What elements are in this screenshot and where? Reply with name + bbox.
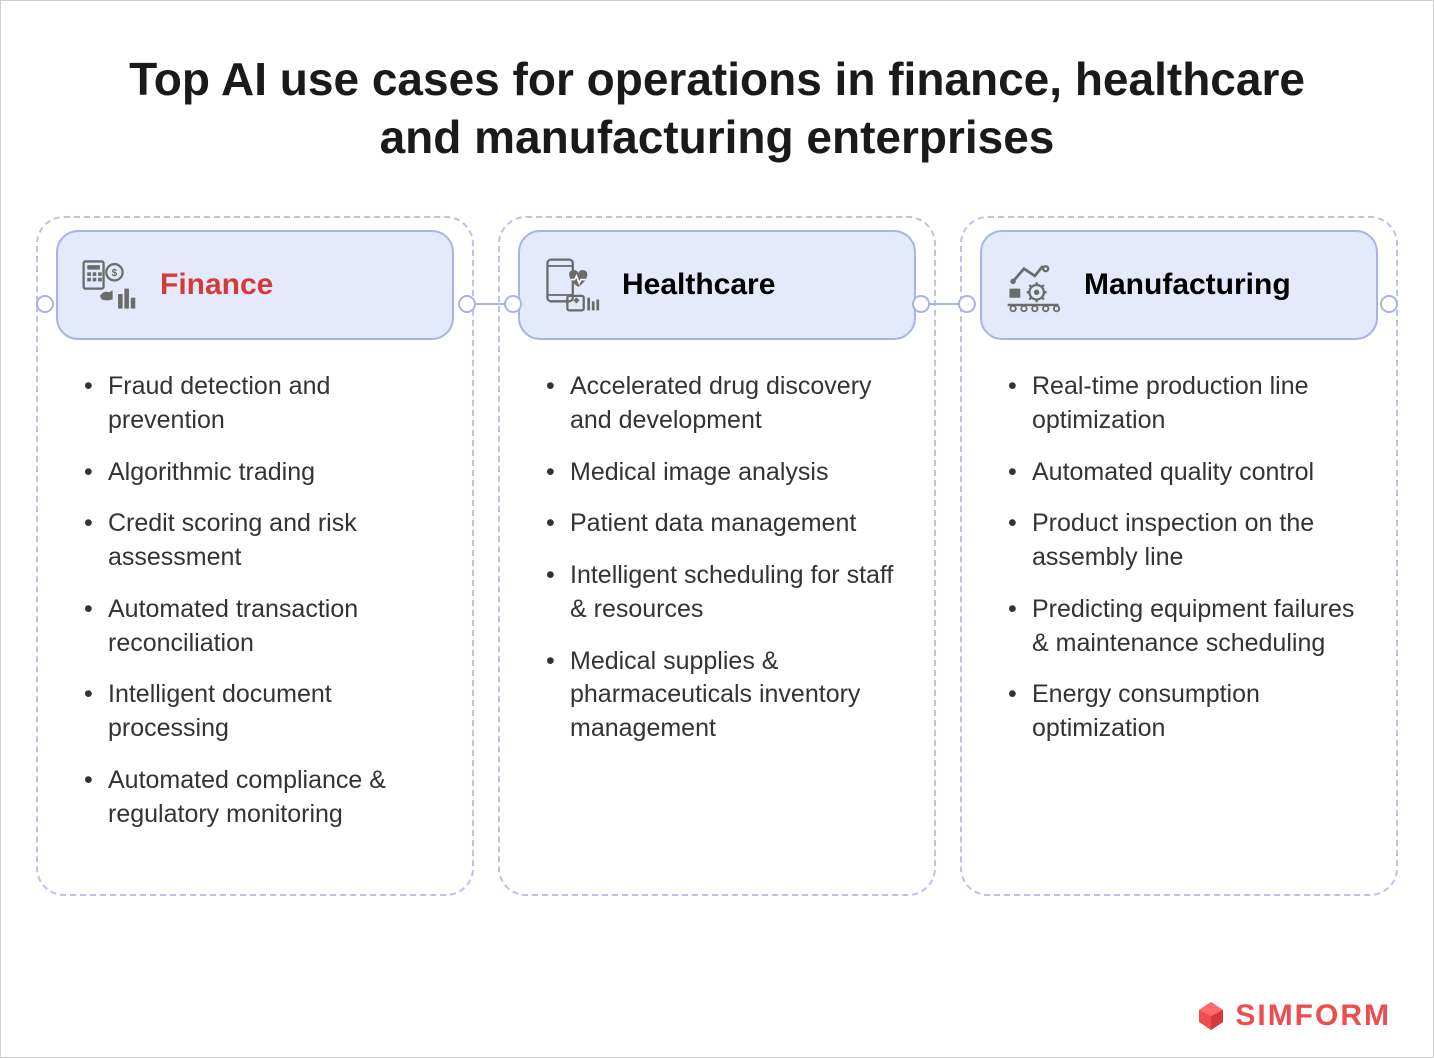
svg-text:$: $ xyxy=(112,268,118,279)
brand-logo: SIMFORM xyxy=(1195,999,1391,1033)
brand-name: SIMFORM xyxy=(1235,999,1391,1033)
list-item: Medical image analysis xyxy=(546,456,906,490)
header-card-finance: $ Finance xyxy=(56,230,454,340)
header-card-manufacturing: Manufacturing xyxy=(980,230,1378,340)
list-item: Product inspection on the assembly line xyxy=(1008,507,1368,575)
list-item: Predicting equipment failures & maintena… xyxy=(1008,593,1368,661)
column-manufacturing: Manufacturing Real-time production line … xyxy=(960,216,1398,896)
header-label-finance: Finance xyxy=(160,268,273,302)
column-healthcare: Healthcare Accelerated drug discovery an… xyxy=(498,216,936,896)
list-item: Patient data management xyxy=(546,507,906,541)
list-item: Automated transaction reconciliation xyxy=(84,593,444,661)
list-item: Automated compliance & regulatory monito… xyxy=(84,764,444,832)
connector-1-2 xyxy=(462,294,518,314)
list-item: Credit scoring and risk assessment xyxy=(84,507,444,575)
connector-2-3 xyxy=(916,294,972,314)
header-label-manufacturing: Manufacturing xyxy=(1084,268,1291,302)
list-item: Automated quality control xyxy=(1008,456,1368,490)
list-healthcare: Accelerated drug discovery and developme… xyxy=(518,370,916,746)
header-card-healthcare: Healthcare xyxy=(518,230,916,340)
list-finance: Fraud detection and prevention Algorithm… xyxy=(56,370,454,831)
list-item: Algorithmic trading xyxy=(84,456,444,490)
finance-icon: $ xyxy=(80,256,138,314)
list-item: Intelligent scheduling for staff & resou… xyxy=(546,559,906,627)
brand-mark-icon xyxy=(1195,1000,1227,1032)
columns-container: $ Finance Fraud detection and prevention… xyxy=(36,216,1398,896)
header-label-healthcare: Healthcare xyxy=(622,268,775,302)
healthcare-icon xyxy=(542,256,600,314)
list-manufacturing: Real-time production line optimization A… xyxy=(980,370,1378,746)
manufacturing-icon xyxy=(1004,256,1062,314)
page-title: Top AI use cases for operations in finan… xyxy=(117,51,1317,166)
list-item: Intelligent document processing xyxy=(84,678,444,746)
list-item: Medical supplies & pharmaceuticals inven… xyxy=(546,645,906,746)
connector-3-end xyxy=(1384,294,1412,314)
list-item: Real-time production line optimization xyxy=(1008,370,1368,438)
connector-0-start xyxy=(22,294,50,314)
column-finance: $ Finance Fraud detection and prevention… xyxy=(36,216,474,896)
list-item: Energy consumption optimization xyxy=(1008,678,1368,746)
list-item: Fraud detection and prevention xyxy=(84,370,444,438)
list-item: Accelerated drug discovery and developme… xyxy=(546,370,906,438)
